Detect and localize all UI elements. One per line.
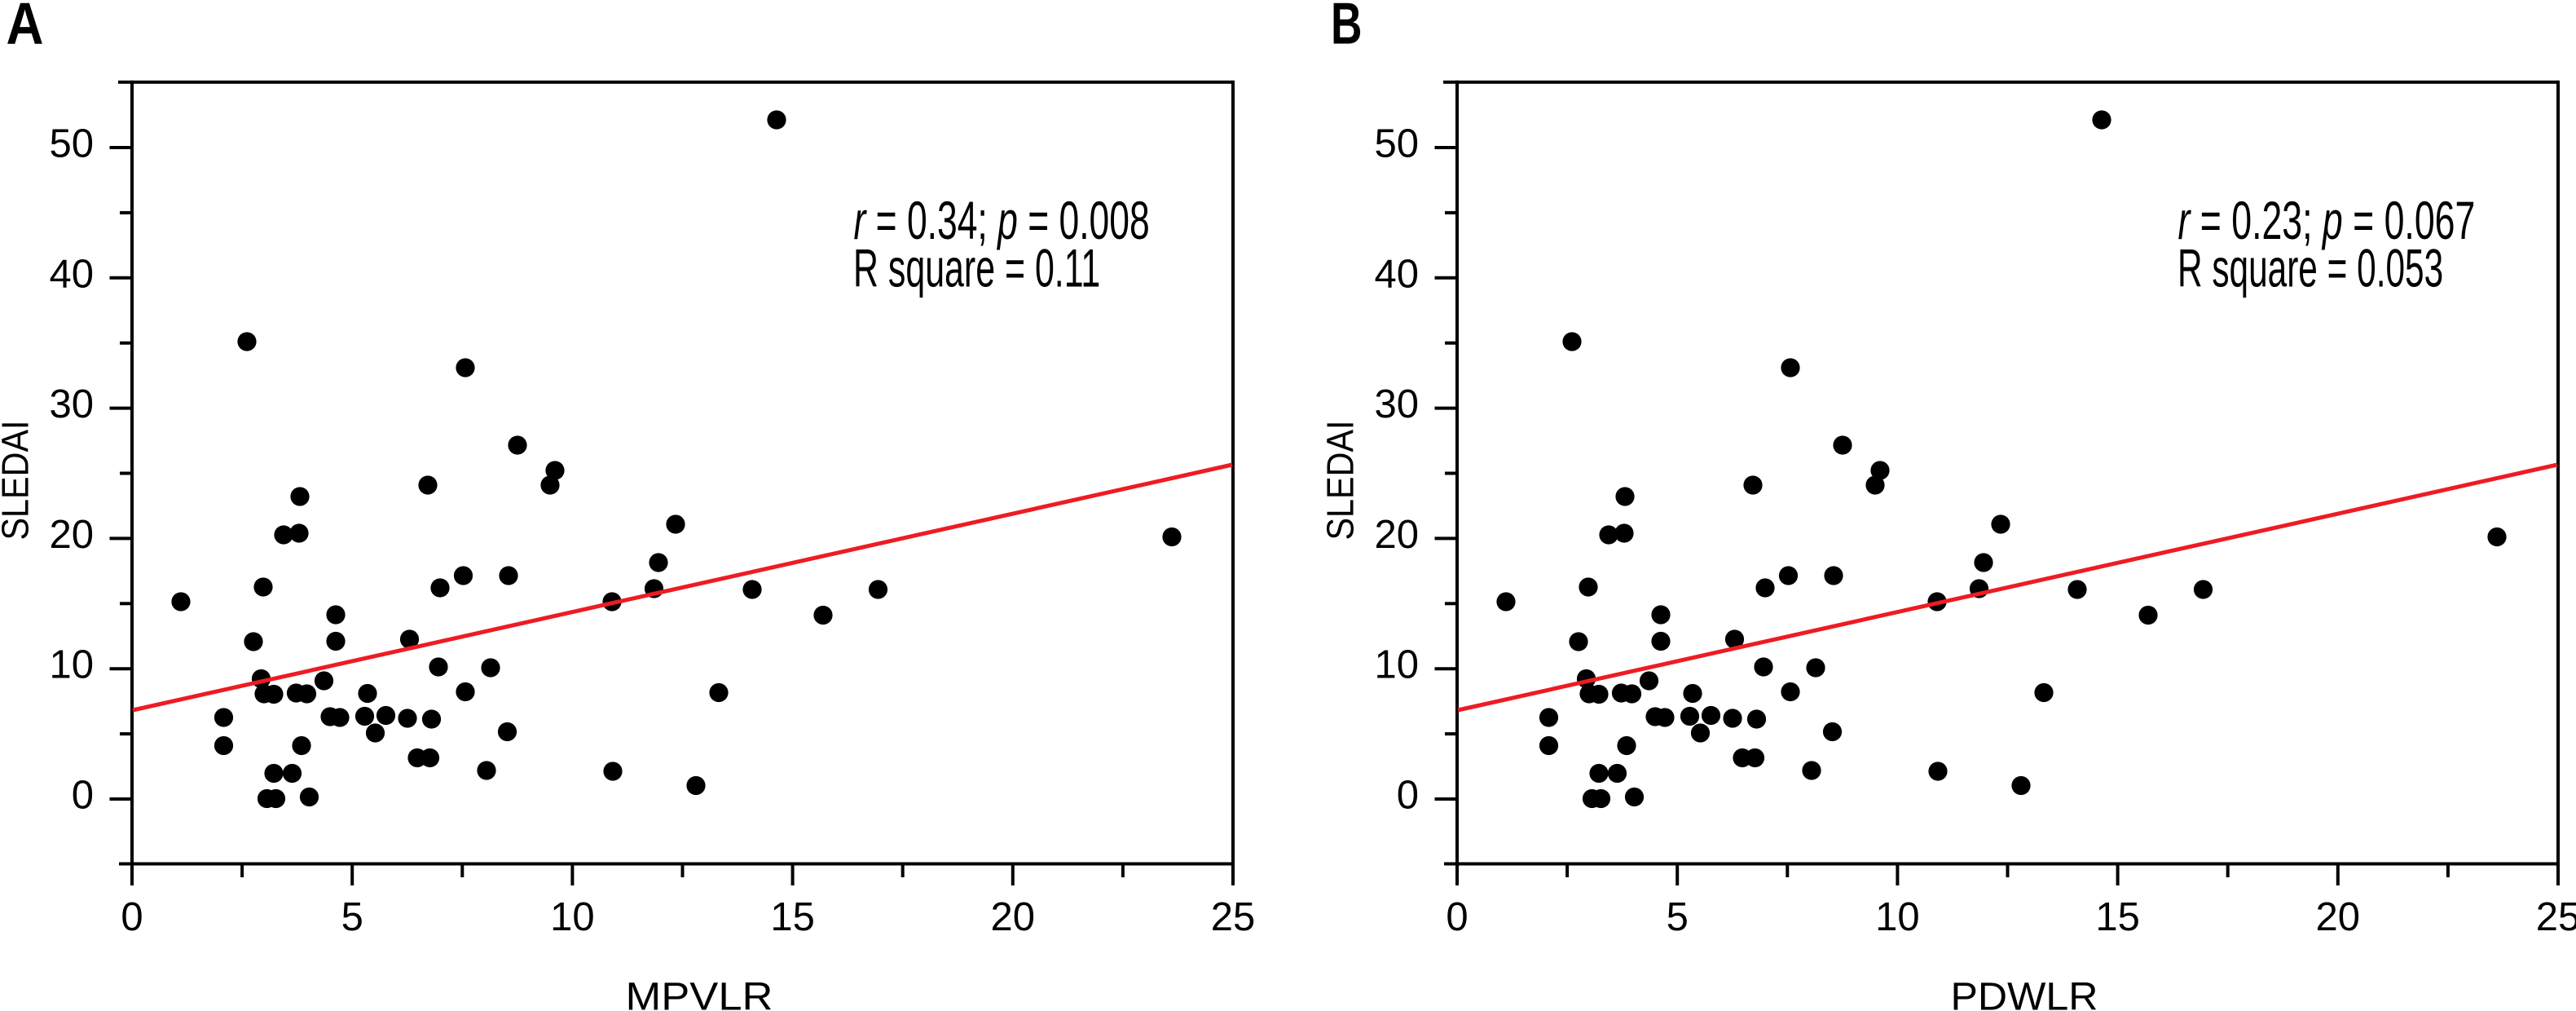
svg-text:B: B [1331, 0, 1363, 57]
svg-text:A: A [7, 0, 44, 57]
svg-text:MPVLR: MPVLR [626, 976, 773, 1011]
svg-text:r = 0.34; p = 0.008: r = 0.34; p = 0.008 [854, 190, 1150, 250]
svg-text:R square = 0.11: R square = 0.11 [853, 238, 1100, 298]
svg-text:r = 0.23; p = 0.067: r = 0.23; p = 0.067 [2178, 190, 2476, 250]
svg-text:R square = 0.053: R square = 0.053 [2177, 238, 2443, 298]
svg-text:PDWLR: PDWLR [1951, 976, 2098, 1011]
